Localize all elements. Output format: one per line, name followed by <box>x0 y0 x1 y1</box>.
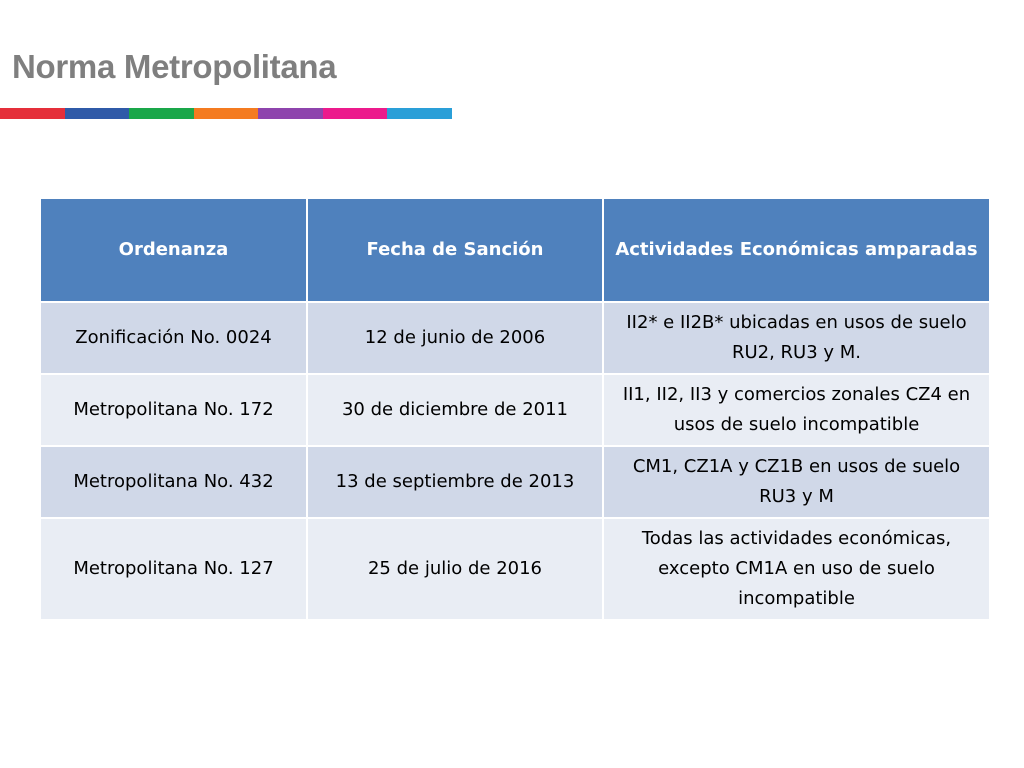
cell-actividades: CM1, CZ1A y CZ1B en usos de suelo RU3 y … <box>602 445 991 519</box>
page-title: Norma Metropolitana <box>12 48 337 85</box>
cell-actividades: II2* e II2B* ubicadas en usos de suelo R… <box>602 301 991 375</box>
cell-fecha: 25 de julio de 2016 <box>306 517 604 621</box>
color-stripe-pink <box>322 108 387 119</box>
ordinances-table: Ordenanza Fecha de Sanción Actividades E… <box>39 197 991 621</box>
cell-ordenanza: Metropolitana No. 172 <box>39 373 308 447</box>
color-stripe-purple <box>258 108 323 119</box>
color-stripe-bar <box>0 108 452 119</box>
cell-actividades: Todas las actividades económicas, except… <box>602 517 991 621</box>
color-stripe-orange <box>193 108 258 119</box>
header-actividades: Actividades Económicas amparadas <box>602 197 991 303</box>
table-row: Metropolitana No. 172 30 de diciembre de… <box>39 373 991 447</box>
table-row: Metropolitana No. 432 13 de septiembre d… <box>39 445 991 519</box>
cell-ordenanza: Metropolitana No. 432 <box>39 445 308 519</box>
color-stripe-green <box>129 108 194 119</box>
color-stripe-red <box>0 108 65 119</box>
header-fecha-sancion: Fecha de Sanción <box>306 197 604 303</box>
cell-ordenanza: Metropolitana No. 127 <box>39 517 308 621</box>
cell-actividades: II1, II2, II3 y comercios zonales CZ4 en… <box>602 373 991 447</box>
cell-ordenanza: Zonificación No. 0024 <box>39 301 308 375</box>
table-header-row: Ordenanza Fecha de Sanción Actividades E… <box>39 197 991 303</box>
table-row: Zonificación No. 0024 12 de junio de 200… <box>39 301 991 375</box>
cell-fecha: 13 de septiembre de 2013 <box>306 445 604 519</box>
table-row: Metropolitana No. 127 25 de julio de 201… <box>39 517 991 621</box>
header-ordenanza: Ordenanza <box>39 197 308 303</box>
color-stripe-cyan <box>387 108 452 119</box>
cell-fecha: 30 de diciembre de 2011 <box>306 373 604 447</box>
cell-fecha: 12 de junio de 2006 <box>306 301 604 375</box>
color-stripe-blue <box>64 108 129 119</box>
